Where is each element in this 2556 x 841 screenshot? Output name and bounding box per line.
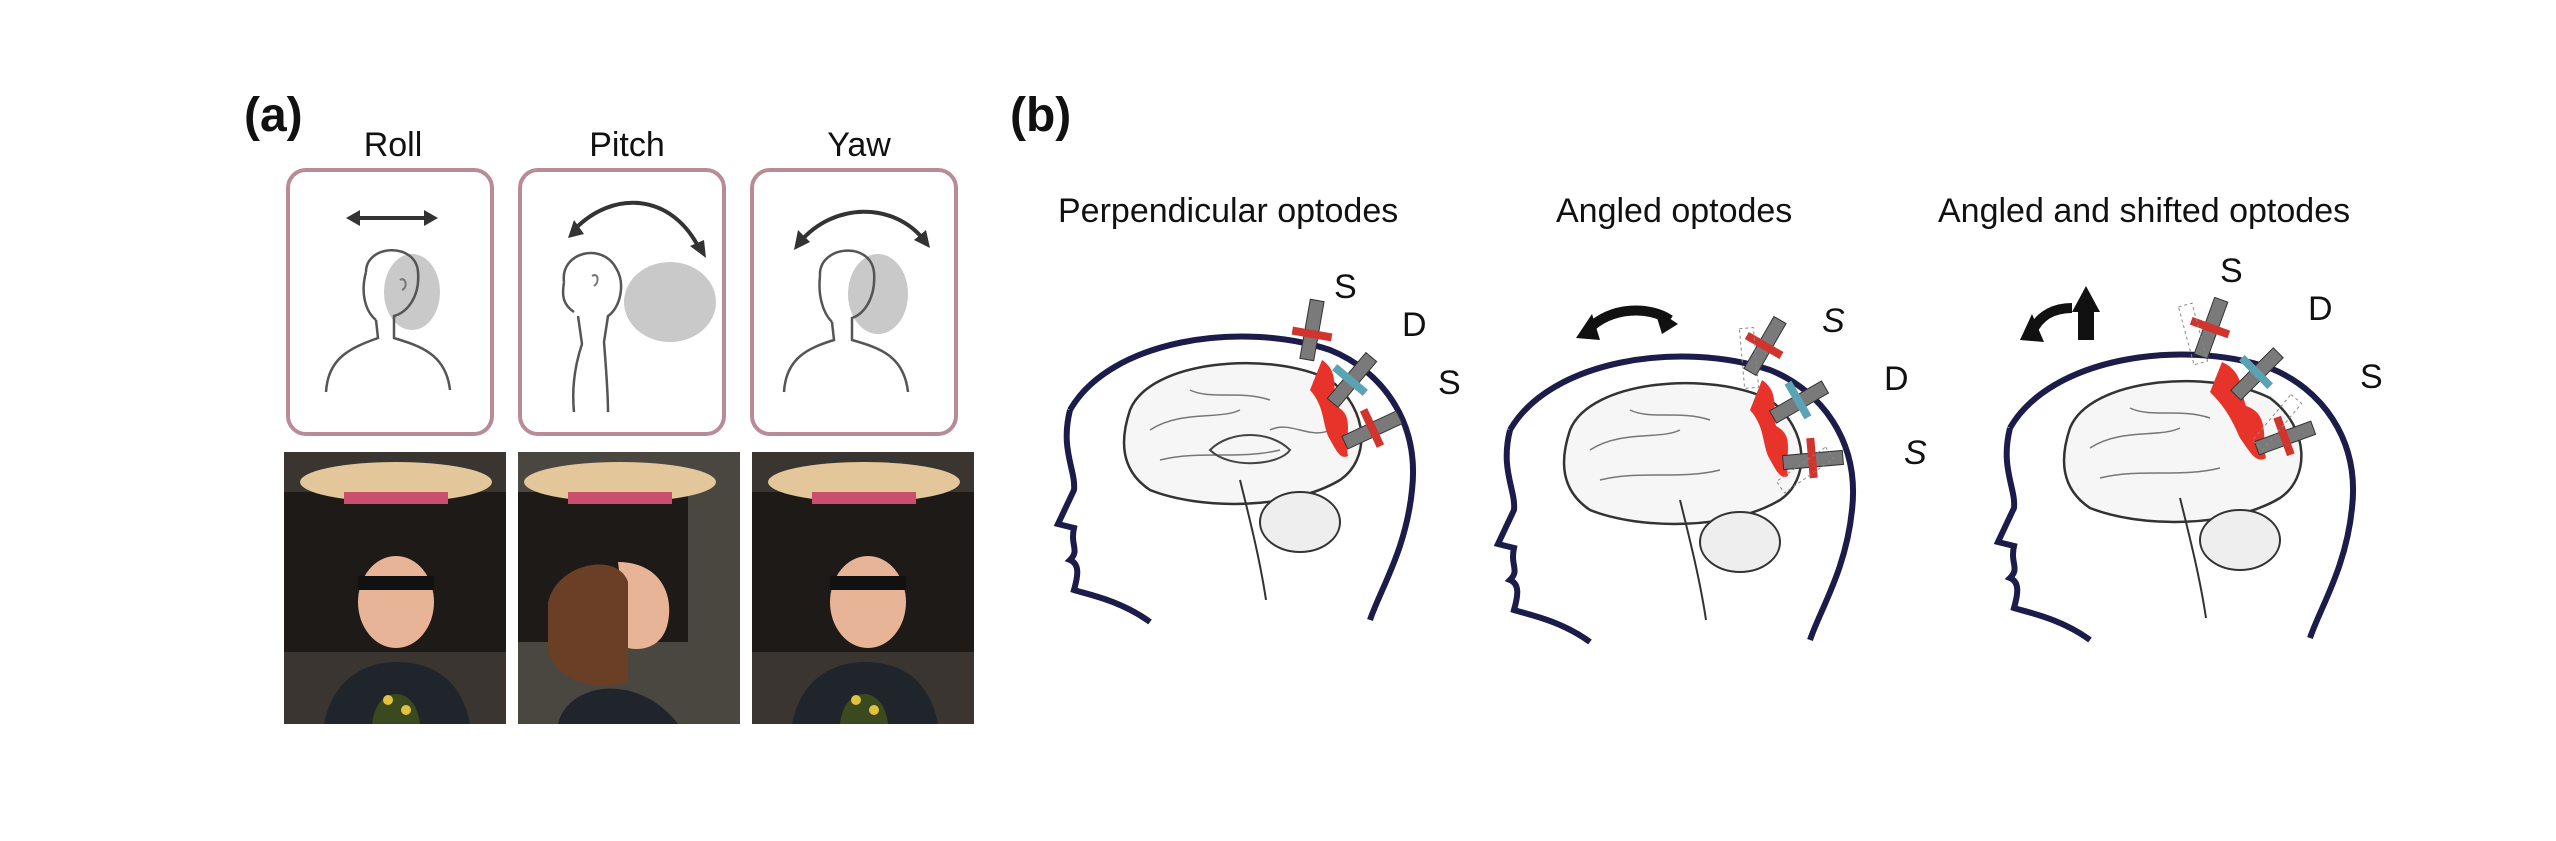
perp-label-s1: S xyxy=(1334,268,1357,306)
perp-label-d: D xyxy=(1402,306,1427,344)
perp-label-s2: S xyxy=(1438,364,1461,402)
perpendicular-title: Perpendicular optodes xyxy=(1058,192,1399,230)
cerebellum xyxy=(1259,491,1341,553)
angled-label-s1: S xyxy=(1822,302,1845,340)
shifted-label-s1: S xyxy=(2220,252,2243,290)
head-outline xyxy=(1053,333,1416,625)
pitch-photo xyxy=(518,452,740,724)
cortex-highlight xyxy=(1310,360,1348,457)
roll-photo xyxy=(284,452,506,724)
roll-title: Roll xyxy=(363,126,423,164)
brainstem xyxy=(1239,479,1267,601)
yaw-photo xyxy=(752,452,974,724)
cerebrum xyxy=(1122,361,1363,506)
pitch-arrow-icon xyxy=(568,200,706,258)
perpendicular-brain-figure xyxy=(1040,260,1460,685)
roll-arrow-icon xyxy=(346,210,438,226)
pitch-head-illustration xyxy=(561,200,716,413)
pitch-title: Pitch xyxy=(589,126,665,164)
yaw-title: Yaw xyxy=(827,126,891,164)
angled-shifted-brain-figure xyxy=(1960,268,2400,693)
roll-diagram-box xyxy=(286,168,494,436)
shifted-label-d: D xyxy=(2308,290,2333,328)
angled-label-s2: S xyxy=(1904,434,1927,472)
angled-title: Angled optodes xyxy=(1556,192,1793,230)
rotation-arrow-icon xyxy=(2020,303,2073,342)
angled-shifted-title: Angled and shifted optodes xyxy=(1938,192,2351,230)
optode-source-2 xyxy=(1341,408,1403,450)
panel-a-label: (a) xyxy=(244,89,303,142)
optode-detector xyxy=(1326,351,1378,409)
shifted-label-s2: S xyxy=(2360,358,2383,396)
roll-head-illustration xyxy=(324,210,452,393)
rotation-arrow-icon xyxy=(1576,305,1678,340)
panel-b-label: (b) xyxy=(1010,89,1072,142)
shift-up-arrow-icon xyxy=(2072,286,2100,340)
yaw-diagram-box xyxy=(750,168,958,436)
angled-brain-figure xyxy=(1480,280,1900,705)
optode-source-1 xyxy=(1291,298,1333,362)
angled-label-d: D xyxy=(1884,360,1909,398)
yaw-arrow-icon xyxy=(794,209,930,250)
pitch-diagram-box xyxy=(518,168,726,436)
yaw-head-illustration xyxy=(782,209,930,393)
